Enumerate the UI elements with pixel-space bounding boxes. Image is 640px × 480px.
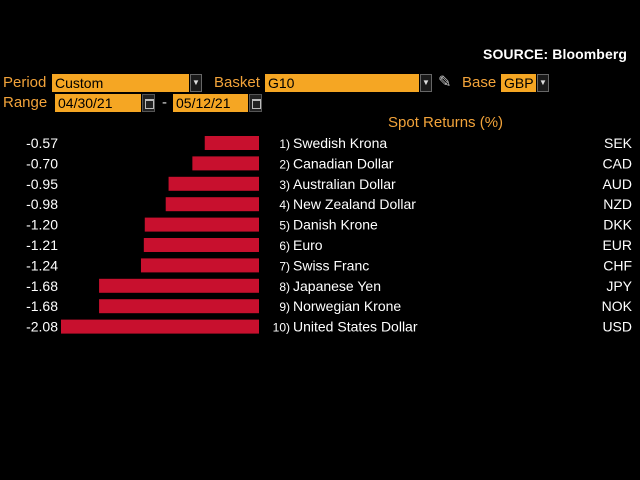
- range-end-calendar-icon[interactable]: [249, 94, 262, 112]
- currency-name-jpy[interactable]: Japanese Yen: [293, 278, 381, 294]
- range-start-calendar-icon[interactable]: [142, 94, 155, 112]
- currency-code-dkk: DKK: [603, 217, 632, 233]
- period-label: Period: [3, 74, 47, 91]
- value-label-sek: -0.57: [26, 135, 58, 151]
- basket-label: Basket: [214, 74, 260, 91]
- range-end-input[interactable]: 05/12/21: [173, 94, 248, 112]
- rank-label-nzd[interactable]: 4): [279, 198, 290, 212]
- base-label: Base: [462, 74, 497, 91]
- bar-dkk: [144, 217, 259, 232]
- bar-sek: [204, 136, 259, 150]
- value-label-cad: -0.70: [26, 155, 58, 171]
- chart-title: Spot Returns (%): [388, 114, 504, 131]
- edit-pencil-icon[interactable]: ✎: [438, 74, 452, 91]
- currency-code-eur: EUR: [602, 237, 632, 253]
- bar-aud: [168, 176, 259, 191]
- value-label-dkk: -1.20: [26, 217, 58, 233]
- period-dropdown-arrow-icon[interactable]: ▼: [190, 74, 202, 92]
- rank-label-dkk[interactable]: 5): [279, 219, 290, 233]
- range-separator: -: [162, 94, 167, 111]
- currency-code-sek: SEK: [604, 135, 633, 151]
- rank-label-chf[interactable]: 7): [279, 259, 290, 273]
- period-dropdown[interactable]: Custom: [52, 74, 189, 92]
- currency-code-chf: CHF: [603, 257, 632, 273]
- rank-label-usd[interactable]: 10): [273, 321, 290, 335]
- source-caption: SOURCE: Bloomberg: [483, 46, 628, 62]
- currency-name-aud[interactable]: Australian Dollar: [293, 176, 396, 192]
- currency-name-nzd[interactable]: New Zealand Dollar: [293, 196, 416, 212]
- currency-code-aud: AUD: [602, 176, 632, 192]
- currency-code-usd: USD: [602, 319, 632, 335]
- value-label-nok: -1.68: [26, 298, 58, 314]
- rank-label-cad[interactable]: 2): [279, 157, 290, 171]
- value-label-eur: -1.21: [26, 237, 58, 253]
- bar-jpy: [99, 278, 259, 293]
- currency-name-chf[interactable]: Swiss Franc: [293, 257, 369, 273]
- currency-code-nok: NOK: [602, 298, 633, 314]
- currency-name-usd[interactable]: United States Dollar: [293, 319, 418, 335]
- value-label-aud: -0.95: [26, 176, 58, 192]
- bar-nzd: [165, 197, 259, 212]
- rank-label-sek[interactable]: 1): [279, 137, 290, 151]
- bar-eur: [143, 238, 259, 252]
- value-label-jpy: -1.68: [26, 278, 58, 294]
- range-start-input[interactable]: 04/30/21: [55, 94, 141, 112]
- currency-name-sek[interactable]: Swedish Krona: [293, 135, 387, 151]
- bar-nok: [99, 299, 259, 314]
- currency-name-eur[interactable]: Euro: [293, 237, 323, 253]
- bar-usd: [61, 319, 259, 334]
- value-label-nzd: -0.98: [26, 196, 58, 212]
- currency-code-nzd: NZD: [603, 196, 632, 212]
- range-label: Range: [3, 94, 48, 111]
- bar-chf: [140, 258, 259, 273]
- currency-name-nok[interactable]: Norwegian Krone: [293, 298, 401, 314]
- currency-code-cad: CAD: [602, 155, 632, 171]
- rank-label-nok[interactable]: 9): [279, 300, 290, 314]
- rank-label-jpy[interactable]: 8): [279, 280, 290, 294]
- value-label-chf: -1.24: [26, 257, 58, 273]
- value-label-usd: -2.08: [26, 319, 58, 335]
- bar-cad: [192, 156, 259, 171]
- base-dropdown-arrow-icon[interactable]: ▼: [537, 74, 549, 92]
- basket-dropdown-arrow-icon[interactable]: ▼: [420, 74, 432, 92]
- currency-name-cad[interactable]: Canadian Dollar: [293, 155, 394, 171]
- currency-name-dkk[interactable]: Danish Krone: [293, 217, 378, 233]
- currency-code-jpy: JPY: [606, 278, 632, 294]
- rank-label-eur[interactable]: 6): [279, 239, 290, 253]
- rank-label-aud[interactable]: 3): [279, 178, 290, 192]
- base-dropdown[interactable]: GBP: [501, 74, 536, 92]
- basket-dropdown[interactable]: G10: [265, 74, 419, 92]
